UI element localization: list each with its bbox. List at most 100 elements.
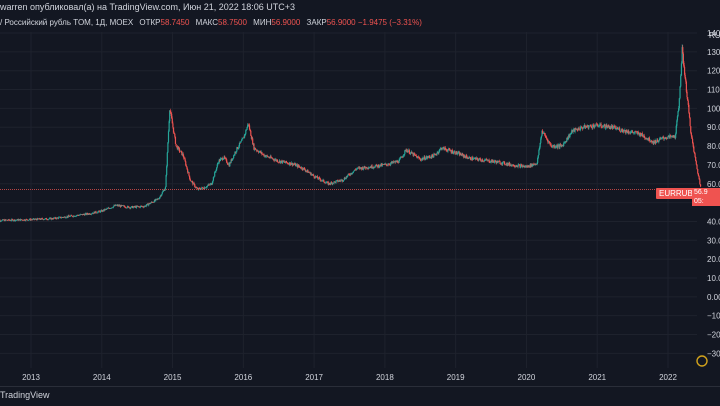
candle-body bbox=[697, 169, 698, 173]
y-tick-label: 40.00 bbox=[707, 217, 720, 226]
y-tick-label: 80.00 bbox=[707, 142, 720, 151]
candle-body bbox=[167, 152, 168, 166]
low-value: 56.9000 bbox=[271, 18, 300, 27]
candle-body bbox=[186, 166, 187, 167]
candle-body bbox=[478, 159, 479, 160]
symbol-description: / Российский рубль TOM, 1Д, MOEX bbox=[0, 18, 133, 27]
candle-body bbox=[679, 86, 680, 98]
candle-body bbox=[168, 131, 169, 142]
x-tick-label: 2015 bbox=[164, 373, 182, 382]
open-value: 58.7450 bbox=[161, 18, 190, 27]
candle-body bbox=[679, 98, 680, 108]
candle-body bbox=[538, 150, 539, 155]
open-label: ОТКР bbox=[139, 18, 160, 27]
y-tick-label: 0.00 bbox=[707, 293, 720, 302]
last-price-tag: 56.9 05: bbox=[692, 188, 720, 206]
x-tick-label: 2021 bbox=[588, 373, 606, 382]
published-caption: warren опубликовал(а) на TradingView.com… bbox=[0, 2, 295, 12]
candle-body bbox=[213, 177, 214, 178]
x-tick-label: 2019 bbox=[447, 373, 465, 382]
candle-body bbox=[632, 131, 633, 132]
candle-body bbox=[241, 141, 242, 142]
symbol-info-line: / Российский рубль TOM, 1Д, MOEX ОТКР58.… bbox=[0, 18, 422, 27]
candle-body bbox=[167, 142, 168, 152]
y-tick-label: 10.00 bbox=[707, 274, 720, 283]
candle-body bbox=[690, 118, 691, 127]
candle-body bbox=[557, 146, 558, 148]
candle-body bbox=[588, 126, 589, 128]
candle-body bbox=[686, 92, 687, 97]
candle-body bbox=[286, 161, 287, 163]
countdown-value: 05: bbox=[694, 197, 720, 206]
y-tick-label: 100.00 bbox=[707, 104, 720, 113]
candle-body bbox=[482, 160, 483, 161]
candle-body bbox=[242, 138, 243, 139]
candle-body bbox=[240, 141, 241, 142]
candle-body bbox=[181, 151, 182, 152]
y-tick-label: 130.00 bbox=[707, 48, 720, 57]
candle-body bbox=[658, 140, 659, 142]
candle-body bbox=[680, 76, 681, 87]
candle-body bbox=[693, 147, 694, 152]
x-tick-label: 2016 bbox=[234, 373, 252, 382]
low-label: МИН bbox=[253, 18, 271, 27]
change-value: −1.9475 (−3.31%) bbox=[358, 18, 422, 27]
footer-bar: TradingView bbox=[0, 386, 720, 406]
candle-body bbox=[480, 159, 481, 160]
candle-body bbox=[277, 160, 278, 162]
candle-body bbox=[165, 187, 166, 189]
candle-body bbox=[175, 144, 176, 146]
x-tick-label: 2022 bbox=[659, 373, 677, 382]
candle-body bbox=[563, 143, 564, 146]
y-tick-label: 70.00 bbox=[707, 161, 720, 170]
candle-body bbox=[690, 126, 691, 133]
y-tick-label: 20.00 bbox=[707, 255, 720, 264]
candle-body bbox=[696, 161, 697, 164]
candle-body bbox=[16, 220, 17, 221]
candle-body bbox=[162, 192, 163, 194]
candle-body bbox=[165, 175, 166, 187]
x-tick-label: 2017 bbox=[305, 373, 323, 382]
candle-body bbox=[688, 105, 689, 113]
y-tick-label: 30.00 bbox=[707, 236, 720, 245]
candle-body bbox=[696, 164, 697, 169]
logo-badge-icon bbox=[697, 356, 707, 366]
candle-body bbox=[591, 126, 592, 128]
currency-label: RUB bbox=[709, 31, 720, 40]
candle-body bbox=[313, 174, 314, 175]
y-tick-label: 90.00 bbox=[707, 123, 720, 132]
candle-body bbox=[538, 155, 539, 158]
high-value: 58.7500 bbox=[218, 18, 247, 27]
y-tick-label: −10.00 bbox=[707, 312, 720, 321]
candle-body bbox=[454, 151, 455, 153]
y-tick-label: −20.00 bbox=[707, 331, 720, 340]
candle-body bbox=[21, 219, 22, 220]
candle-body bbox=[386, 164, 387, 165]
candle-body bbox=[699, 179, 700, 184]
candle-body bbox=[666, 138, 667, 139]
candle-body bbox=[689, 113, 690, 118]
candle-body bbox=[600, 124, 601, 127]
candle-body bbox=[694, 153, 695, 157]
candle-body bbox=[619, 128, 620, 131]
candle-body bbox=[528, 165, 529, 167]
close-label: ЗАКР bbox=[307, 18, 327, 27]
candle-body bbox=[580, 127, 581, 130]
x-tick-label: 2020 bbox=[518, 373, 536, 382]
candle-body bbox=[700, 184, 701, 186]
y-tick-label: −30.00 bbox=[707, 349, 720, 358]
last-price-value: 56.9 bbox=[694, 188, 720, 197]
candle-body bbox=[161, 194, 162, 196]
tradingview-brand: TradingView bbox=[0, 390, 50, 400]
high-label: МАКС bbox=[196, 18, 218, 27]
candle-body bbox=[146, 204, 147, 205]
x-tick-label: 2013 bbox=[22, 373, 40, 382]
candle-body bbox=[608, 125, 609, 126]
candle-body bbox=[27, 219, 28, 220]
candle-body bbox=[174, 134, 175, 137]
candle-body bbox=[61, 218, 62, 219]
candle-body bbox=[175, 137, 176, 144]
candle-body bbox=[470, 157, 471, 159]
candle-body bbox=[172, 123, 173, 127]
